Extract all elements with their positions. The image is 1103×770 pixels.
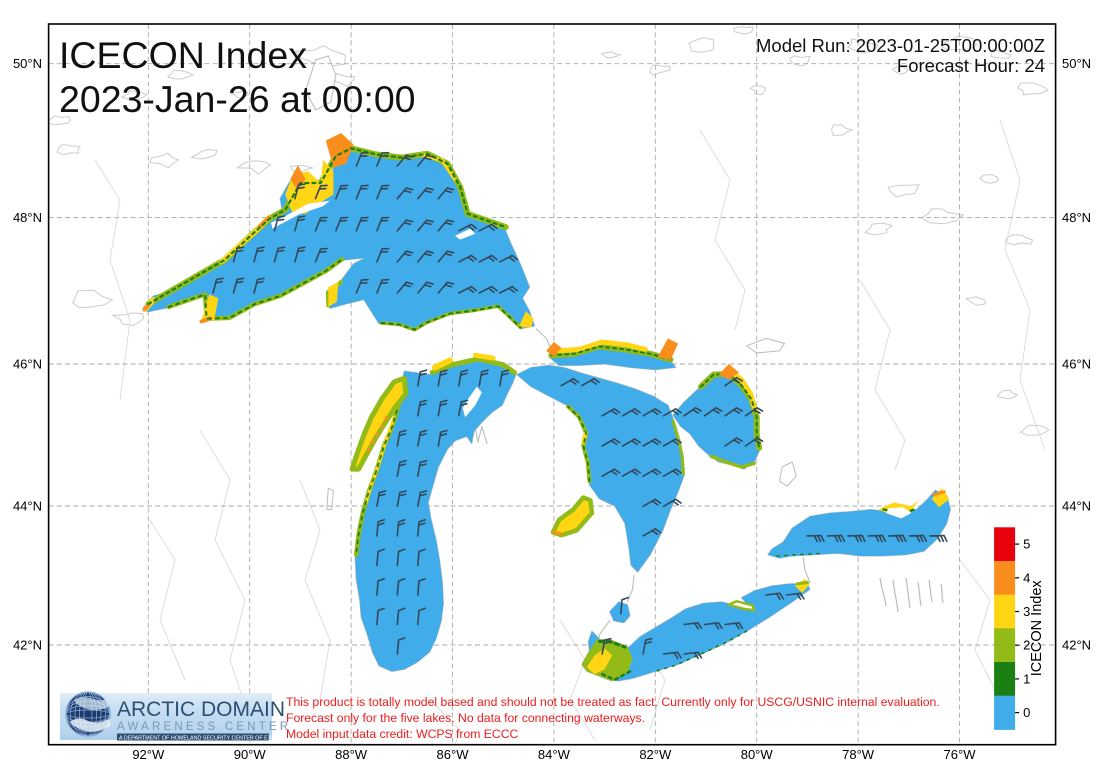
svg-text:4: 4 [1023,570,1030,585]
svg-text:44°N: 44°N [1062,499,1091,514]
svg-text:90°W: 90°W [234,747,267,762]
svg-text:Forecast only for the five lak: Forecast only for the five lakes. No dat… [286,711,645,725]
svg-text:50°N: 50°N [13,56,42,71]
svg-text:ICECON Index: ICECON Index [1029,580,1045,677]
svg-text:Model input data credit: WCPS: Model input data credit: WCPS from ECCC [286,727,519,741]
svg-text:88°W: 88°W [335,747,368,762]
svg-text:2023-Jan-26 at 00:00: 2023-Jan-26 at 00:00 [59,78,416,120]
svg-text:42°N: 42°N [13,638,42,653]
svg-text:AWARENESS CENTER: AWARENESS CENTER [117,721,291,733]
svg-text:This product is totally model: This product is totally model based and … [286,695,940,709]
svg-text:92°W: 92°W [132,747,165,762]
svg-text:ARCTIC DOMAIN: ARCTIC DOMAIN [117,698,285,721]
svg-text:42°N: 42°N [1062,638,1091,653]
svg-text:86°W: 86°W [437,747,470,762]
svg-text:80°W: 80°W [741,747,774,762]
svg-text:5: 5 [1023,537,1030,552]
svg-text:0: 0 [1023,705,1030,720]
svg-text:48°N: 48°N [13,210,42,225]
svg-text:A DEPARTMENT OF HOMELAND SECUR: A DEPARTMENT OF HOMELAND SECURITY CENTER… [119,736,300,742]
svg-text:ICECON Index: ICECON Index [59,34,307,76]
svg-text:46°N: 46°N [1062,357,1091,372]
svg-text:48°N: 48°N [1062,210,1091,225]
svg-text:1: 1 [1023,671,1030,686]
svg-text:2: 2 [1023,638,1030,653]
svg-text:82°W: 82°W [639,747,672,762]
svg-text:78°W: 78°W [842,747,875,762]
svg-text:84°W: 84°W [538,747,571,762]
svg-text:44°N: 44°N [13,499,42,514]
svg-text:Model Run: 2023-01-25T00:00:00: Model Run: 2023-01-25T00:00:00Z [756,35,1045,56]
svg-text:46°N: 46°N [13,357,42,372]
svg-text:50°N: 50°N [1062,56,1091,71]
svg-text:76°W: 76°W [944,747,977,762]
svg-text:3: 3 [1023,604,1030,619]
svg-text:Forecast Hour: 24: Forecast Hour: 24 [897,55,1045,76]
